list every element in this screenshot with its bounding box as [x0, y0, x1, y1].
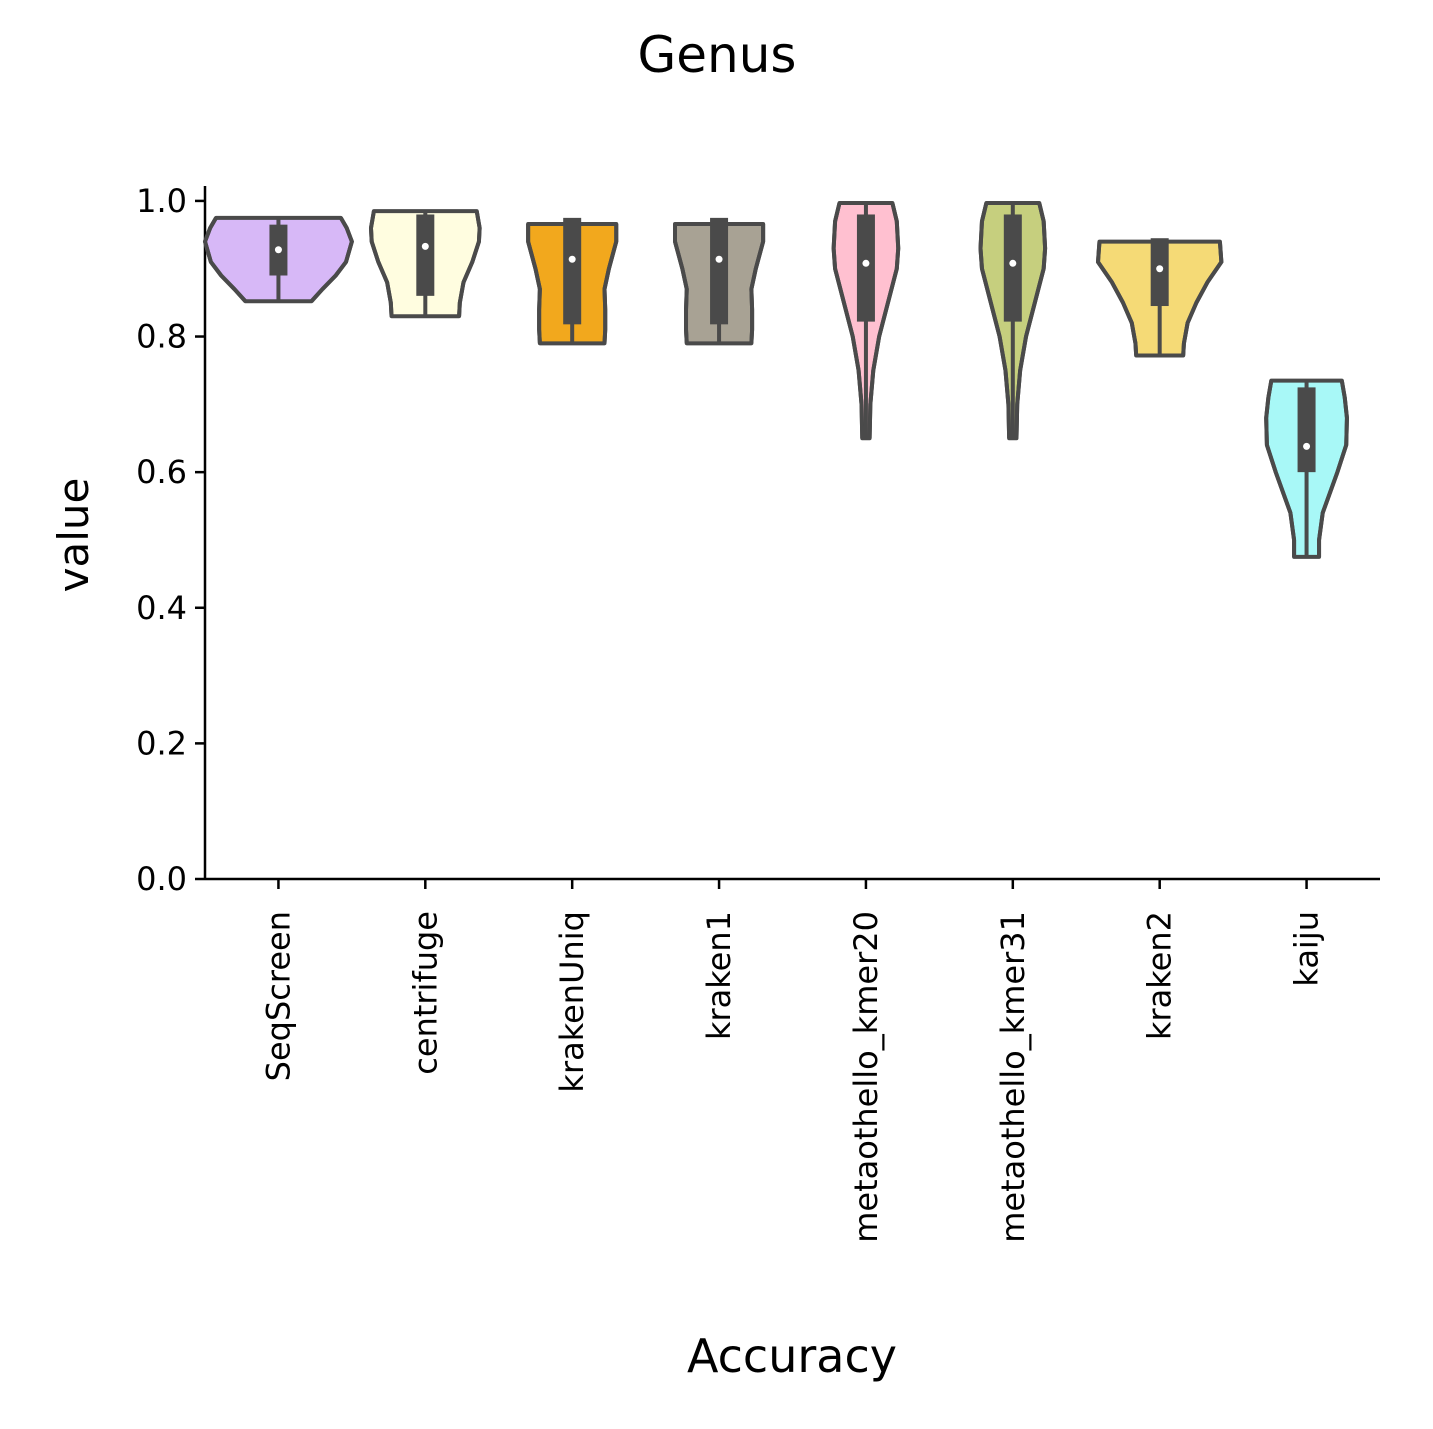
- iqr-box: [1003, 214, 1022, 322]
- y-tick-label: 1.0: [136, 182, 187, 220]
- violin-left: [368, 210, 394, 317]
- violin-left: [831, 202, 865, 439]
- violin-left: [978, 202, 1012, 439]
- median: [421, 242, 429, 250]
- violin-left: [673, 223, 689, 344]
- x-tick-label: krakenUniq: [553, 911, 591, 1093]
- iqr-box: [1297, 387, 1316, 473]
- x-axis-label: Accuracy: [687, 1329, 897, 1383]
- iqr-box: [563, 217, 582, 325]
- violin-right: [1181, 241, 1224, 356]
- x-tick-label: metaothello_kmer31: [994, 911, 1032, 1243]
- y-tick-label: 0.8: [136, 318, 187, 356]
- iqr-box: [710, 217, 729, 325]
- x-tick-label: kraken2: [1141, 911, 1179, 1040]
- violin-right: [457, 210, 482, 317]
- median: [274, 246, 282, 254]
- median: [862, 259, 870, 267]
- violin-right: [1317, 380, 1349, 557]
- violin-right: [602, 223, 619, 344]
- violin-right: [867, 202, 901, 439]
- violin-right: [309, 216, 354, 303]
- violin-right: [1014, 202, 1048, 439]
- x-tick-label: SeqScreen: [259, 911, 297, 1081]
- x-tick-label: metaothello_kmer20: [847, 911, 885, 1243]
- violin-left: [1264, 380, 1297, 557]
- iqr-box: [416, 214, 435, 296]
- chart-title: Genus: [638, 26, 797, 84]
- violin-left: [526, 223, 542, 344]
- median: [568, 255, 576, 263]
- median: [715, 255, 723, 263]
- median: [1156, 265, 1164, 273]
- y-tick-label: 0.0: [136, 860, 187, 898]
- y-tick-label: 0.4: [136, 589, 187, 627]
- violin-right: [749, 223, 766, 344]
- y-axis-label: value: [49, 478, 98, 593]
- violin-left: [1095, 241, 1139, 356]
- iqr-box: [856, 214, 875, 322]
- x-tick-label: kraken1: [700, 911, 738, 1040]
- y-tick-label: 0.6: [136, 453, 187, 491]
- y-tick-label: 0.2: [136, 724, 187, 762]
- median: [1303, 442, 1311, 450]
- median: [1009, 259, 1017, 267]
- x-tick-label: centrifuge: [406, 911, 444, 1075]
- x-tick-label: kaiju: [1288, 911, 1326, 987]
- violin-left: [202, 216, 247, 303]
